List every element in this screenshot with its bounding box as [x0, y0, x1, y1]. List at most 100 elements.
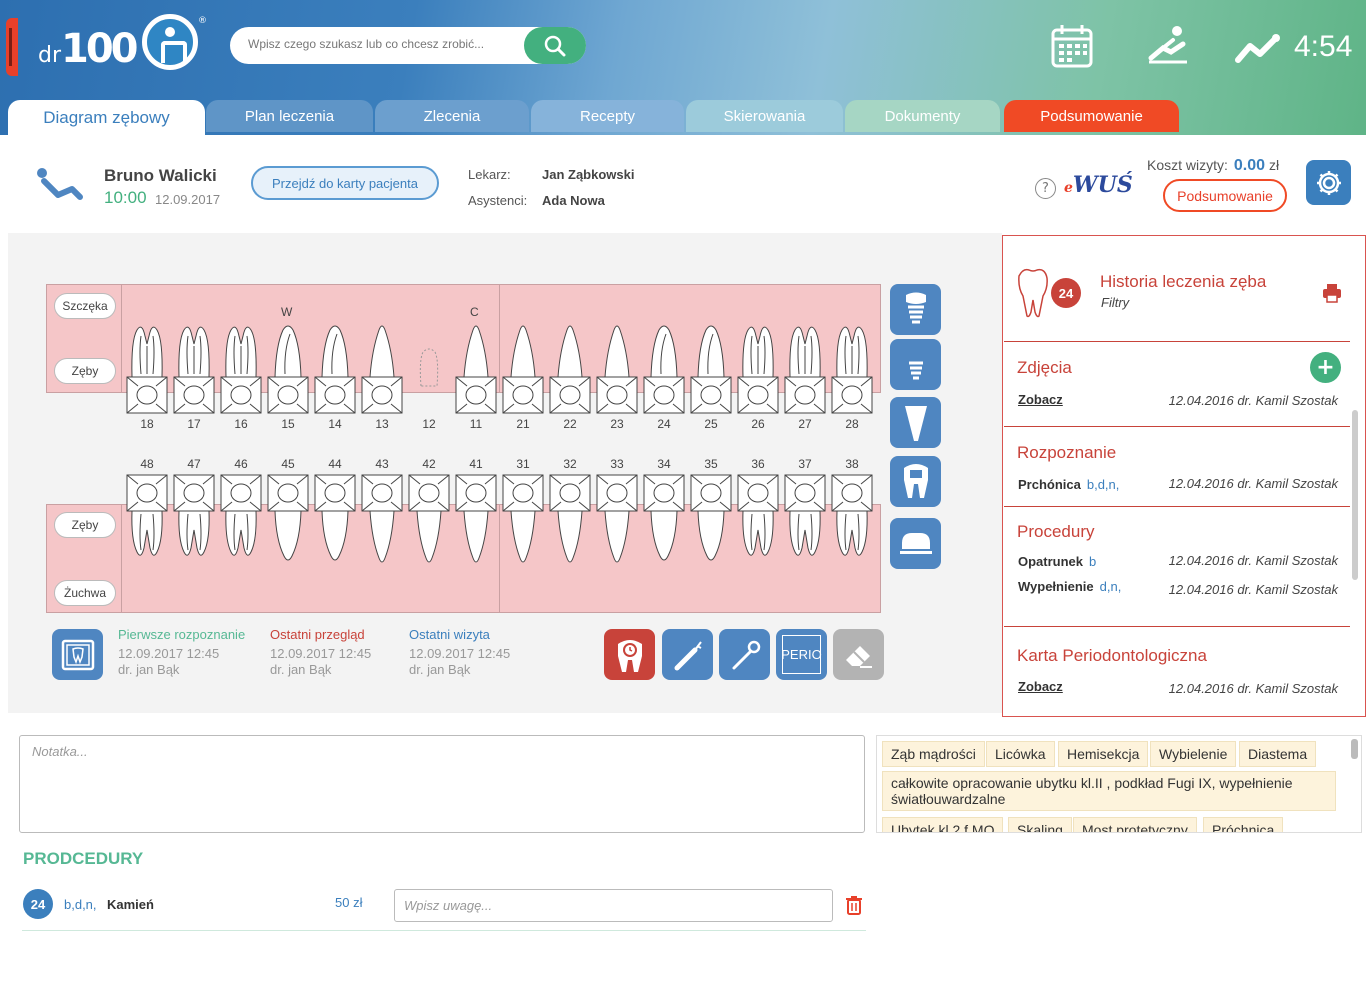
tooth-number-upper[interactable]: 17 — [187, 417, 201, 431]
trash-icon[interactable] — [845, 895, 863, 915]
tooth-surface-grid[interactable] — [549, 474, 591, 512]
tooth-number-lower[interactable]: 45 — [281, 457, 295, 471]
tooth-surface-grid[interactable] — [596, 474, 638, 512]
tooth-surface-grid[interactable] — [502, 376, 544, 414]
photos-view-link[interactable]: Zobacz — [1018, 392, 1063, 407]
tooth-number-lower[interactable]: 44 — [328, 457, 342, 471]
tooth-surface-grid[interactable] — [831, 474, 873, 512]
tooth-surface-grid[interactable] — [314, 376, 356, 414]
lower-teeth-button[interactable]: Zęby — [54, 512, 116, 538]
patient-card-button[interactable]: Przejdź do karty pacjenta — [251, 166, 439, 200]
tooth-surface-grid[interactable] — [126, 474, 168, 512]
tag[interactable]: Most protetyczny — [1073, 817, 1197, 832]
tooth-surface-grid[interactable] — [126, 376, 168, 414]
tooth-number-upper[interactable]: 22 — [563, 417, 577, 431]
tooth-number-upper[interactable]: 28 — [845, 417, 859, 431]
tooth-number-upper[interactable]: 14 — [328, 417, 342, 431]
perio-button[interactable]: PERIO — [776, 629, 827, 680]
tooth-surface-grid[interactable] — [220, 376, 262, 414]
tooth-surface-grid[interactable] — [173, 376, 215, 414]
tooth-surface-grid[interactable] — [784, 474, 826, 512]
mirror-tool-button[interactable] — [719, 629, 770, 680]
tooth-number-upper[interactable]: 27 — [798, 417, 812, 431]
tooth-number-lower[interactable]: 34 — [657, 457, 671, 471]
upper-jaw-button[interactable]: Szczęka — [54, 293, 116, 319]
tooth-surface-grid[interactable] — [267, 376, 309, 414]
tab-plan[interactable]: Plan leczenia — [206, 100, 373, 132]
crown-tool-button[interactable] — [890, 456, 941, 507]
implant-tool-button[interactable] — [890, 284, 941, 335]
tab-orders[interactable]: Zlecenia — [375, 100, 529, 132]
tooth-number-upper[interactable]: 13 — [375, 417, 389, 431]
tooth-number-upper[interactable]: 11 — [469, 417, 483, 431]
tooth-surface-grid[interactable] — [690, 474, 732, 512]
tooth-surface-grid[interactable] — [549, 376, 591, 414]
tooth-surface-grid[interactable] — [643, 376, 685, 414]
tooth-history-button[interactable] — [604, 629, 655, 680]
tooth-number-upper[interactable]: 16 — [234, 417, 248, 431]
tooth-number-upper[interactable]: 15 — [281, 417, 295, 431]
tooth-number-lower[interactable]: 37 — [798, 457, 812, 471]
tag[interactable]: całkowite opracowanie ubytku kl.II , pod… — [882, 771, 1336, 811]
tooth-number-upper[interactable]: 26 — [751, 417, 765, 431]
tooth-number-lower[interactable]: 41 — [469, 457, 483, 471]
side-menu-handle[interactable] — [6, 18, 18, 76]
tooth-number-lower[interactable]: 31 — [516, 457, 530, 471]
procedure-remark-input[interactable] — [395, 890, 832, 921]
search-button[interactable] — [524, 27, 586, 64]
tooth-surface-grid[interactable] — [455, 474, 497, 512]
tab-referrals[interactable]: Skierowania — [686, 100, 843, 132]
tag[interactable]: Diastema — [1239, 741, 1317, 767]
drill-tool-button[interactable] — [662, 629, 713, 680]
tooth-surface-grid[interactable] — [361, 376, 403, 414]
tooth-surface-grid[interactable] — [408, 474, 450, 512]
tooth-surface-grid[interactable] — [267, 474, 309, 512]
tab-documents[interactable]: Dokumenty — [845, 100, 1000, 132]
tooth-surface-grid[interactable] — [361, 474, 403, 512]
tag[interactable]: Wybielenie — [1150, 741, 1237, 767]
dental-chair-button[interactable] — [1143, 22, 1193, 72]
perio-view-link[interactable]: Zobacz — [1018, 679, 1063, 694]
tooth-surface-grid[interactable] — [502, 474, 544, 512]
tooth-number-lower[interactable]: 38 — [845, 457, 859, 471]
tooth-surface-grid[interactable] — [314, 474, 356, 512]
tag[interactable]: Ząb mądrości — [882, 741, 985, 767]
summary-button[interactable]: Podsumowanie — [1163, 179, 1287, 212]
screw-tool-button[interactable] — [890, 339, 941, 390]
note-input[interactable] — [20, 736, 864, 832]
tab-prescriptions[interactable]: Recepty — [531, 100, 684, 132]
upper-teeth-button[interactable]: Zęby — [54, 358, 116, 384]
tooth-surface-grid[interactable] — [831, 376, 873, 414]
tooth-surface-grid[interactable] — [737, 376, 779, 414]
tooth-number-lower[interactable]: 36 — [751, 457, 765, 471]
tooth-surface-grid[interactable] — [173, 474, 215, 512]
eraser-button[interactable] — [833, 629, 884, 680]
tooth-number-lower[interactable]: 46 — [234, 457, 248, 471]
bridge-tool-button[interactable] — [890, 518, 941, 569]
tooth-number-lower[interactable]: 47 — [187, 457, 201, 471]
lower-jaw-button[interactable]: Żuchwa — [54, 580, 116, 606]
activity-button[interactable] — [1234, 22, 1284, 72]
tooth-surface-grid[interactable] — [690, 376, 732, 414]
tooth-number-upper[interactable]: 23 — [610, 417, 624, 431]
tooth-surface-grid[interactable] — [220, 474, 262, 512]
tag[interactable]: Hemisekcja — [1058, 741, 1149, 767]
settings-button[interactable] — [1306, 160, 1351, 205]
tooth-number-lower[interactable]: 35 — [704, 457, 718, 471]
tooth-surface-grid[interactable] — [643, 474, 685, 512]
tag[interactable]: Skaling — [1008, 817, 1072, 832]
tooth-number-lower[interactable]: 43 — [375, 457, 389, 471]
tooth-surface-grid[interactable] — [737, 474, 779, 512]
tooth-number-lower[interactable]: 42 — [422, 457, 436, 471]
logo[interactable]: dr100 ® — [38, 14, 208, 74]
tab-summary[interactable]: Podsumowanie — [1004, 100, 1179, 132]
tooth-number-lower[interactable]: 32 — [563, 457, 577, 471]
search-input[interactable] — [248, 37, 518, 51]
tooth-number-upper[interactable]: 18 — [140, 417, 154, 431]
xray-button[interactable] — [52, 629, 103, 680]
tooth-surface-grid[interactable] — [596, 376, 638, 414]
tooth-number-lower[interactable]: 48 — [140, 457, 154, 471]
print-icon[interactable] — [1322, 283, 1342, 303]
help-icon[interactable]: ? — [1035, 178, 1056, 199]
history-filters[interactable]: Filtry — [1101, 295, 1130, 310]
